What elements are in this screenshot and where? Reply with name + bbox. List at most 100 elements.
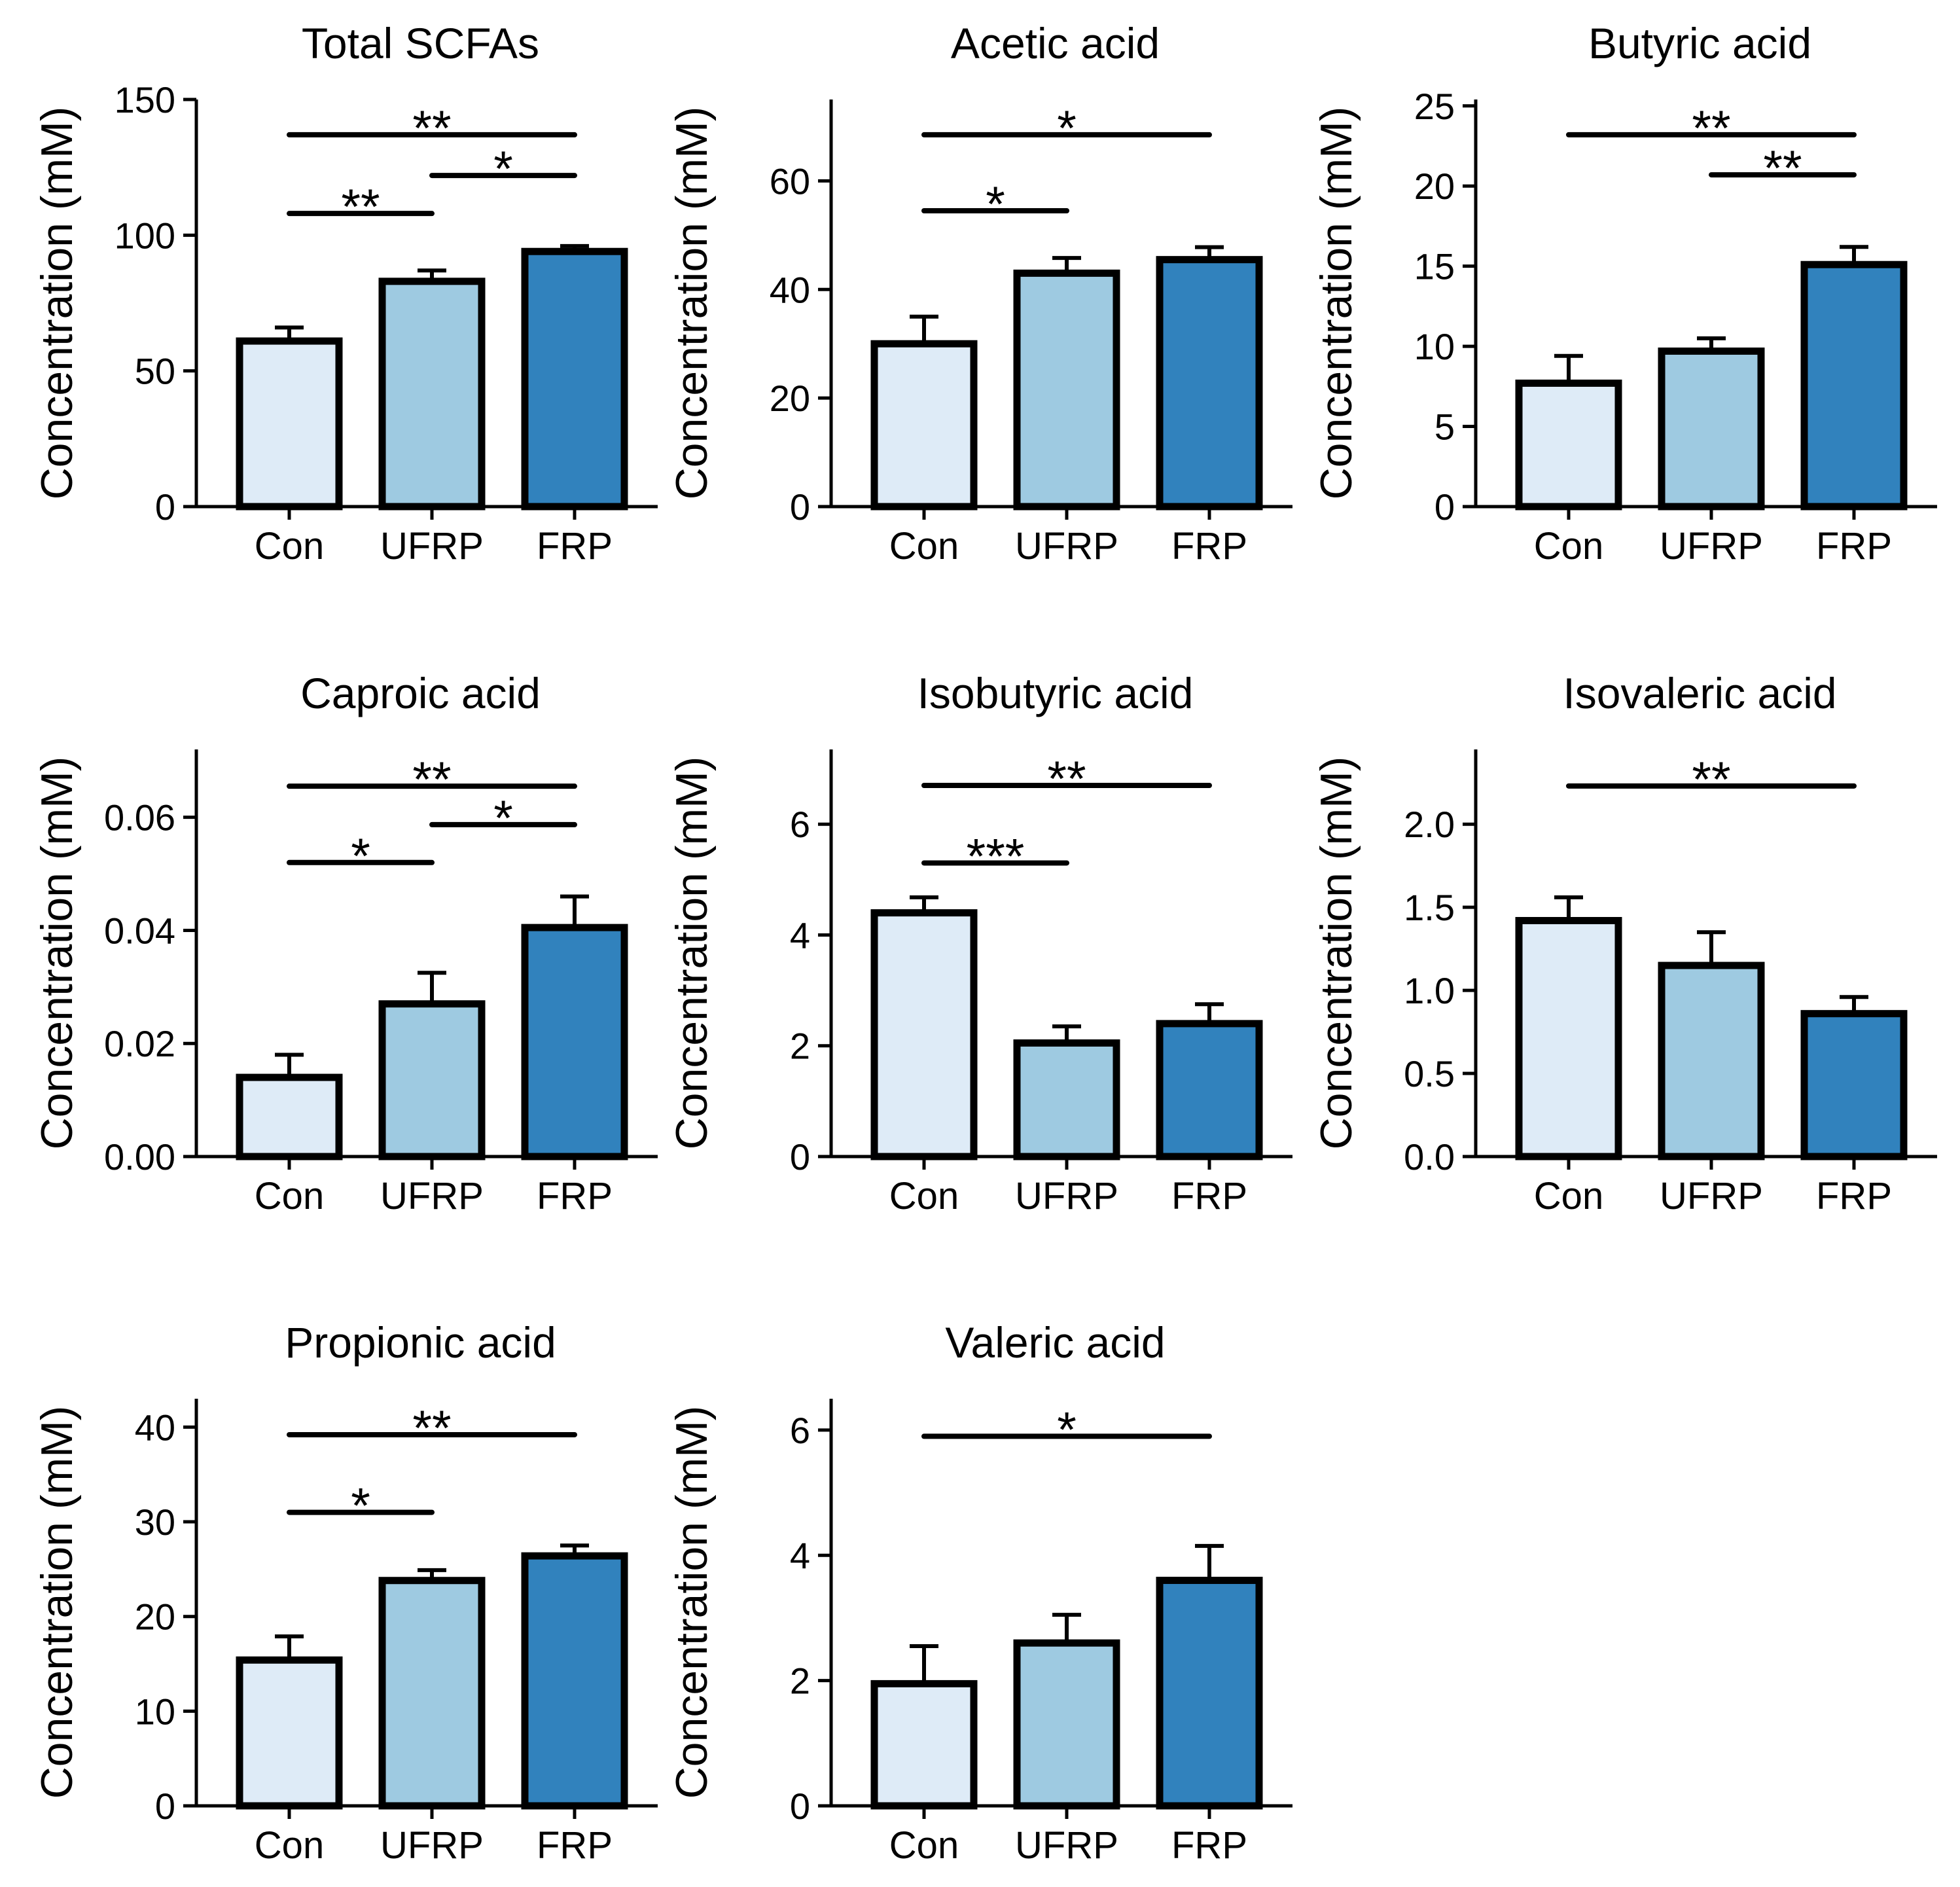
y-tick-label: 1.5 [1404,887,1455,928]
y-axis-label: Concentration (mM) [667,107,717,500]
chart-panel-7: Propionic acid Concentration (mM) 0 10 20 30 4… [32,1318,658,1867]
y-tick-label: 1.0 [1404,970,1455,1011]
bar-ufrp [1013,269,1120,511]
y-tick-label: 4 [790,1535,810,1576]
y-tick-label: 10 [1414,326,1455,367]
y-tick-label: 0.0 [1404,1136,1455,1177]
chart-title: Valeric acid [945,1318,1165,1367]
chart-panel-2: Acetic acid Concentration (mM) 0 20 40 60 Con U… [667,19,1292,567]
chart-panel-5: Isobutyric acid Concentration (mM) 0 2 4 6 Con… [667,669,1292,1217]
significance-label: ** [412,1401,451,1456]
bar-con [1515,379,1622,511]
y-tick-label: 0.00 [104,1136,175,1177]
significance-label: * [493,141,513,197]
bar-ufrp [1013,1639,1120,1810]
bar-frp [1800,261,1908,511]
chart-title: Isovaleric acid [1563,669,1836,717]
chart-title: Acetic acid [951,19,1160,67]
chart-panel-4: Caproic acid Concentration (mM) 0.00 0.02 0.… [32,669,658,1217]
y-tick-label: 5 [1434,406,1455,448]
y-tick-label: 20 [770,378,810,419]
significance-label: * [351,1479,370,1534]
significance-label: * [1057,101,1077,156]
bar-con [236,337,343,511]
y-tick-label: 10 [135,1691,175,1732]
y-axis-label: Concentration (mM) [1311,757,1361,1150]
y-axis-label: Concentration (mM) [1311,107,1361,500]
chart-title: Total SCFAs [302,19,539,67]
x-tick-label: UFRP [1660,1175,1763,1217]
y-tick-label: 50 [135,351,175,392]
x-tick-label: UFRP [1015,1175,1118,1217]
x-tick-label: UFRP [380,1175,484,1217]
significance-label: ** [341,179,380,235]
y-tick-label: 6 [790,804,810,845]
bar-ufrp [378,278,486,511]
bar-frp [1156,256,1263,511]
significance-label: ** [1047,751,1086,807]
y-axis-label: Concentration (mM) [32,107,82,500]
bar-frp [521,1552,628,1810]
bar-con [870,909,978,1160]
y-axis-label: Concentration (mM) [667,1406,717,1799]
bar-frp [1156,1020,1263,1160]
bar-con [236,1656,343,1810]
chart-title: Butyric acid [1588,19,1811,67]
y-tick-label: 40 [770,269,810,310]
x-tick-label: UFRP [1015,525,1118,567]
bar-frp [1156,1577,1263,1810]
x-tick-label: FRP [1171,1824,1247,1867]
y-tick-label: 20 [1414,166,1455,207]
y-axis-label: Concentration (mM) [667,757,717,1150]
x-tick-label: FRP [1816,1175,1892,1217]
y-tick-label: 15 [1414,246,1455,287]
chart-panel-3: Butyric acid Concentration (mM) 0 5 10 15 20 25… [1311,19,1937,567]
y-tick-label: 0 [790,1786,810,1827]
chart-title: Caproic acid [300,669,541,717]
x-tick-label: UFRP [1660,525,1763,567]
y-tick-label: 100 [115,215,175,256]
bar-con [1515,916,1622,1160]
chart-title: Isobutyric acid [918,669,1194,717]
bar-ufrp [1658,961,1765,1160]
chart-panel-6: Isovaleric acid Concentration (mM) 0.0 0.5 1… [1311,669,1937,1217]
y-tick-label: 40 [135,1407,175,1448]
x-tick-label: UFRP [1015,1824,1118,1867]
y-tick-label: 0.5 [1404,1053,1455,1094]
x-tick-label: UFRP [380,525,484,567]
x-tick-label: Con [255,1175,324,1217]
x-tick-label: FRP [537,1824,613,1867]
bar-ufrp [378,1577,486,1810]
x-tick-label: Con [889,1175,959,1217]
bar-ufrp [1013,1039,1120,1160]
y-tick-label: 0 [790,486,810,528]
y-axis-label: Concentration (mM) [32,1406,82,1799]
x-tick-label: FRP [1816,525,1892,567]
y-tick-label: 2 [790,1661,810,1702]
x-tick-label: Con [1534,1175,1603,1217]
x-tick-label: Con [255,525,324,567]
bar-frp [521,924,628,1160]
significance-label: ** [412,101,451,156]
x-tick-label: Con [1534,525,1603,567]
y-tick-label: 2.0 [1404,804,1455,845]
significance-label: ** [1692,101,1730,156]
y-tick-label: 60 [770,160,810,202]
y-tick-label: 150 [115,79,175,120]
significance-label: * [493,791,513,846]
x-tick-label: FRP [1171,525,1247,567]
y-tick-label: 20 [135,1596,175,1638]
significance-label: ** [1692,752,1730,808]
significance-label: *** [967,829,1025,884]
x-tick-label: Con [889,1824,959,1867]
x-tick-label: FRP [1171,1175,1247,1217]
x-tick-label: FRP [537,1175,613,1217]
y-tick-label: 0.04 [104,910,175,951]
significance-label: ** [1763,141,1802,196]
y-tick-label: 2 [790,1026,810,1067]
x-tick-label: Con [889,525,959,567]
bar-con [236,1073,343,1160]
y-tick-label: 0 [155,486,175,528]
x-tick-label: UFRP [380,1824,484,1867]
